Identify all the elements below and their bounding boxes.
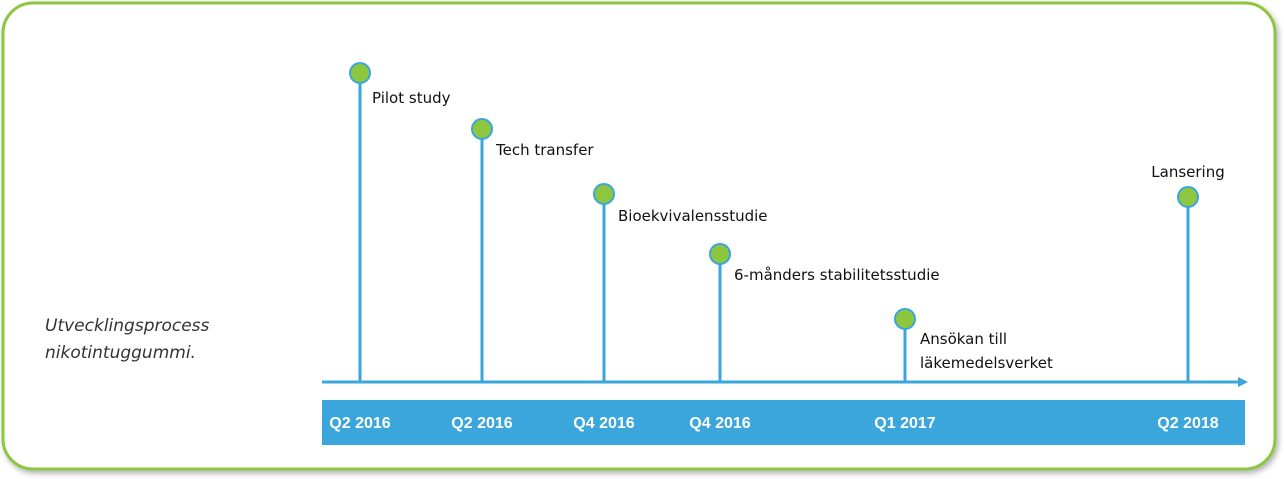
event-label: Lansering	[1151, 163, 1224, 181]
frame	[1, 1, 1277, 471]
event-date: Q2 2018	[1157, 415, 1218, 432]
event-label: läkemedelsverket	[920, 354, 1053, 372]
event-marker	[349, 62, 371, 84]
event-marker	[894, 308, 916, 330]
event-marker	[593, 183, 615, 205]
event-marker	[471, 118, 493, 140]
caption: Utvecklingsprocess	[45, 316, 210, 336]
event-date: Q2 2016	[329, 415, 390, 432]
event-label: Bioekvivalensstudie	[618, 207, 768, 225]
event-label: Pilot study	[372, 89, 451, 107]
event-date: Q4 2016	[689, 415, 750, 432]
event-label: 6-månders stabilitetsstudie	[734, 266, 940, 284]
event-label: Tech transfer	[495, 141, 594, 159]
date-band	[322, 400, 1245, 445]
axis-arrow	[1238, 377, 1248, 387]
event-marker	[1177, 186, 1199, 208]
caption: nikotintuggummi.	[45, 343, 196, 363]
event-date: Q4 2016	[573, 415, 634, 432]
event-date: Q2 2016	[451, 415, 512, 432]
event-label: Ansökan till	[920, 330, 1007, 348]
event-marker	[709, 243, 731, 265]
event-date: Q1 2017	[874, 415, 935, 432]
